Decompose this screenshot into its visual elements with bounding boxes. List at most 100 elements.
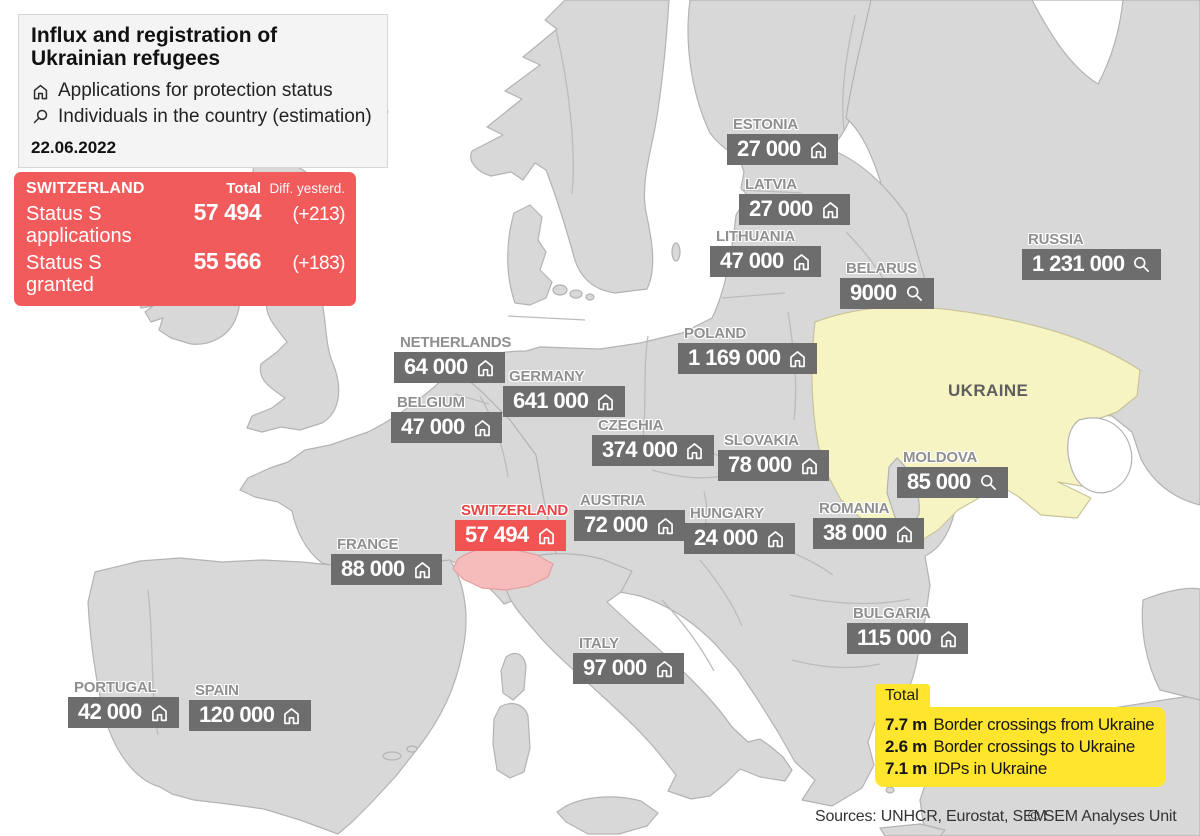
country-value-box: 27 000 (739, 194, 850, 225)
country-value-box: 9000 (840, 278, 934, 309)
magnifier-icon (978, 472, 999, 493)
swiss-panel-row: Status S granted 55 566 (+183) (26, 248, 346, 297)
title-box: Influx and registration of Ukrainian ref… (18, 14, 388, 168)
country-value: 97 000 (583, 655, 647, 680)
country-value: 115 000 (857, 625, 932, 650)
country-value-box: 88 000 (331, 554, 442, 585)
house-icon (475, 357, 496, 378)
legend-label: Individuals in the country (estimation) (58, 106, 372, 128)
house-icon (808, 139, 829, 160)
scandinavia-shape (470, 0, 670, 294)
country-name: POLAND (684, 325, 747, 342)
page-title: Ukrainian refugees (31, 46, 221, 70)
country-value-box: 47 000 (710, 246, 821, 277)
country-borders (661, 559, 743, 672)
country-value: 24 000 (694, 525, 758, 550)
country-value-box: 85 000 (897, 467, 1008, 498)
swiss-panel-rows: Status S applications 57 494 (+213) Status … (26, 199, 346, 297)
country-name: BELARUS (846, 260, 918, 277)
country-borders (791, 659, 881, 669)
country-value: 641 000 (513, 388, 589, 413)
swiss-row-label: Status S applications (26, 203, 132, 248)
balearic-islands (382, 751, 402, 761)
country-name: RUSSIA (1028, 231, 1084, 248)
swiss-panel-col-total: Total (226, 180, 261, 197)
country-value-box: 1 231 000 (1022, 249, 1162, 280)
totals-tab: Total (875, 684, 930, 709)
sea-of-azov (1067, 417, 1133, 494)
swiss-row-diff: (+213) (292, 204, 346, 225)
country-label-czechia: CZECHIA 374 000 (592, 417, 715, 466)
country-value-box: 1 169 000 (678, 343, 818, 374)
copyright-text: © SEM Analyses Unit (1028, 808, 1177, 825)
country-name: ROMANIA (819, 500, 890, 517)
house-icon (412, 559, 433, 580)
country-value: 47 000 (720, 248, 784, 273)
country-label-netherlands: NETHERLANDS 64 000 (394, 334, 511, 383)
ukraine-area-label: UKRAINE (948, 381, 1029, 400)
country-value-box: 42 000 (68, 697, 179, 728)
country-value: 1 169 000 (688, 345, 781, 370)
country-name: SWITZERLAND (461, 502, 568, 519)
totals-rows: 7.7 m Border crossings from Ukraine 2.6 m… (885, 714, 1155, 779)
country-label-romania: ROMANIA 38 000 (813, 500, 924, 549)
totals-panel: 7.7 m Border crossings from Ukraine 2.6 m… (875, 707, 1167, 788)
legend-row: Applications for protection status (31, 79, 375, 103)
swiss-panel-row: Status S applications 57 494 (+213) (26, 199, 346, 248)
legend-row: Individuals in the country (estimation) (31, 105, 375, 129)
country-name: GERMANY (509, 368, 585, 385)
country-label-latvia: LATVIA 27 000 (739, 176, 850, 225)
country-name: BULGARIA (853, 605, 931, 622)
country-label-france: FRANCE 88 000 (331, 536, 442, 585)
house-icon (684, 440, 705, 461)
totals-row-label: Border crossings from Ukraine (929, 715, 1155, 734)
country-label-belgium: BELGIUM 47 000 (391, 394, 502, 443)
crete-shape (879, 823, 946, 836)
country-value-box: 57 494 (455, 520, 566, 551)
country-name: HUNGARY (690, 505, 764, 522)
country-name: AUSTRIA (580, 492, 646, 509)
denmark-shape (507, 204, 553, 306)
country-value-box: 24 000 (684, 523, 795, 554)
country-value: 1 231 000 (1032, 251, 1125, 276)
country-value-box: 374 000 (592, 435, 715, 466)
magnifier-icon (1131, 254, 1152, 275)
country-name: CZECHIA (598, 417, 664, 434)
date-label: 22.06.2022 (31, 137, 117, 157)
country-name: LITHUANIA (716, 228, 796, 245)
caucasus-shape (1141, 587, 1200, 701)
totals-row: 2.6 m Border crossings to Ukraine (885, 736, 1154, 758)
sardinia-shape (492, 703, 531, 779)
country-name: SPAIN (195, 682, 239, 699)
country-value: 64 000 (404, 354, 468, 379)
totals-row-value: 2.6 m (885, 736, 927, 756)
country-borders (555, 29, 574, 195)
country-value: 374 000 (602, 437, 678, 462)
country-label-switzerland: SWITZERLAND 57 494 (455, 502, 568, 551)
country-name: ESTONIA (733, 116, 799, 133)
country-label-belarus: BELARUS 9000 (840, 260, 934, 309)
swiss-panel-header: SWITZERLAND Total Diff. yesterd. (26, 180, 345, 198)
country-value-box: 38 000 (813, 518, 924, 549)
country-value: 78 000 (728, 452, 792, 477)
country-name: SLOVAKIA (724, 432, 799, 449)
totals-row-value: 7.7 m (885, 715, 927, 734)
house-icon (536, 525, 557, 546)
gotland-island (671, 242, 681, 262)
country-value: 47 000 (401, 414, 465, 439)
country-label-slovakia: SLOVAKIA 78 000 (718, 432, 829, 481)
country-label-moldova: MOLDOVA 85 000 (897, 449, 1008, 498)
house-icon (787, 348, 808, 369)
country-value: 42 000 (78, 699, 142, 724)
swiss-row-total: 57 494 (193, 199, 262, 225)
house-icon (655, 515, 676, 536)
country-label-bulgaria: BULGARIA 115 000 (847, 605, 969, 654)
magnifier-icon (31, 107, 50, 126)
page-title: Influx and registration of (31, 24, 278, 47)
country-name: ITALY (579, 635, 619, 652)
country-name: FRANCE (337, 536, 399, 553)
country-value: 38 000 (823, 520, 887, 545)
country-value-box: 78 000 (718, 450, 829, 481)
country-name: NETHERLANDS (400, 334, 512, 351)
